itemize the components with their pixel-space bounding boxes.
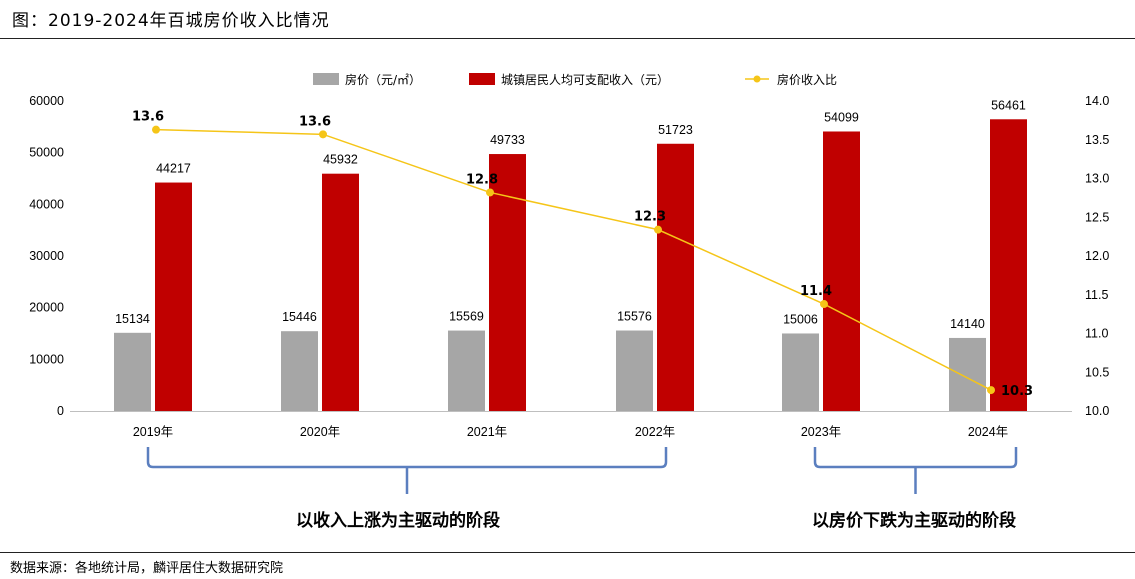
ratio-point <box>820 300 828 309</box>
income-bar-label: 45932 <box>323 153 358 167</box>
x-tick-label: 2022年 <box>635 425 675 439</box>
price-bar <box>448 330 485 411</box>
right-tick-label: 13.0 <box>1085 172 1109 186</box>
x-tick-label: 2023年 <box>801 425 841 439</box>
income-bar-label: 54099 <box>824 110 859 124</box>
bracket-income-phase <box>146 447 668 494</box>
bracket-price-phase <box>813 447 1018 494</box>
right-tick-label: 10.0 <box>1085 404 1109 418</box>
right-tick-label: 10.5 <box>1085 365 1109 379</box>
legend-label-0: 房价（元/㎡） <box>345 72 421 87</box>
ratio-label: 11.4 <box>800 284 832 299</box>
right-tick-label: 12.5 <box>1085 210 1109 224</box>
legend: 房价（元/㎡） 城镇居民人均可支配收入（元） 房价收入比 <box>313 72 837 87</box>
price-bar-label: 15576 <box>617 310 652 324</box>
legend-marker <box>753 75 761 83</box>
income-bar <box>489 154 526 411</box>
ratio-label: 12.3 <box>634 210 666 225</box>
ratio-label: 13.6 <box>132 110 164 125</box>
x-tick-label: 2024年 <box>968 425 1008 439</box>
income-bar <box>155 182 192 411</box>
right-axis: 10.0 10.5 11.0 11.5 12.0 12.5 13.0 13.5 14.0 <box>1085 94 1109 418</box>
ratio-label: 13.6 <box>299 114 331 129</box>
data-source: 数据来源：各地统计局，麟评居住大数据研究院 <box>10 561 284 576</box>
price-bar <box>782 333 819 411</box>
chart-canvas: 房价（元/㎡） 城镇居民人均可支配收入（元） 房价收入比 0 10000 20000 30… <box>29 72 1109 531</box>
left-tick-label: 60000 <box>29 94 64 108</box>
ratio-point <box>987 386 995 395</box>
ratio-label: 12.8 <box>466 172 498 187</box>
income-bar-label: 56461 <box>991 98 1026 112</box>
right-tick-label: 14.0 <box>1085 94 1109 108</box>
bottom-rule <box>0 552 1135 553</box>
ratio-line <box>155 128 992 391</box>
price-bar <box>616 330 653 411</box>
price-bar-label: 15006 <box>783 312 818 326</box>
ratio-point <box>319 130 327 139</box>
income-bar-label: 44217 <box>156 162 191 176</box>
right-tick-label: 12.0 <box>1085 249 1109 263</box>
phase-label-price: 以房价下跌为主驱动的阶段 <box>812 510 1016 531</box>
x-tick-label: 2019年 <box>133 425 173 439</box>
income-bar <box>322 173 359 411</box>
price-bar-label: 15446 <box>282 310 317 324</box>
income-bar-label: 49733 <box>490 133 525 147</box>
ratio-line-group: 13.6 13.6 12.8 12.3 11.4 10.3 <box>132 110 1033 399</box>
left-tick-label: 0 <box>57 404 64 418</box>
legend-label-2: 房价收入比 <box>777 72 837 87</box>
left-tick-label: 40000 <box>29 197 64 211</box>
right-tick-label: 13.5 <box>1085 133 1109 147</box>
top-rule <box>0 38 1135 39</box>
ratio-point <box>486 188 494 197</box>
left-tick-label: 30000 <box>29 249 64 263</box>
right-tick-label: 11.5 <box>1085 288 1108 302</box>
income-bar <box>823 131 860 411</box>
right-tick-label: 11.0 <box>1085 327 1108 341</box>
income-bar <box>990 119 1027 411</box>
left-tick-label: 20000 <box>29 301 64 315</box>
phase-brackets: 以收入上涨为主驱动的阶段 以房价下跌为主驱动的阶段 <box>146 447 1018 531</box>
legend-label-1: 城镇居民人均可支配收入（元） <box>501 73 669 87</box>
price-bar <box>281 331 318 411</box>
legend-swatch-0 <box>313 73 339 85</box>
chart-title: 图：2019-2024年百城房价收入比情况 <box>12 11 330 31</box>
price-bar <box>949 337 986 411</box>
x-tick-label: 2021年 <box>467 425 507 439</box>
income-bar <box>657 143 694 411</box>
price-bar-label: 14140 <box>950 317 985 331</box>
phase-label-income: 以收入上涨为主驱动的阶段 <box>296 510 500 531</box>
price-bar-label: 15569 <box>449 310 484 324</box>
price-bar-label: 15134 <box>115 312 150 326</box>
x-axis: 2019年 2020年 2021年 2022年 2023年 2024年 <box>70 411 1072 439</box>
income-bar-label: 51723 <box>658 123 693 137</box>
bars: 15134 44217 15446 45932 15569 49733 15576 51723… <box>114 98 1027 411</box>
left-tick-label: 50000 <box>29 146 64 160</box>
ratio-point <box>152 125 160 134</box>
ratio-point <box>654 225 662 234</box>
left-tick-label: 10000 <box>29 352 64 366</box>
left-axis: 0 10000 20000 30000 40000 50000 60000 <box>29 94 64 418</box>
price-bar <box>114 332 151 411</box>
legend-swatch-1 <box>469 73 495 85</box>
ratio-label: 10.3 <box>1001 384 1033 399</box>
x-tick-label: 2020年 <box>300 425 340 439</box>
